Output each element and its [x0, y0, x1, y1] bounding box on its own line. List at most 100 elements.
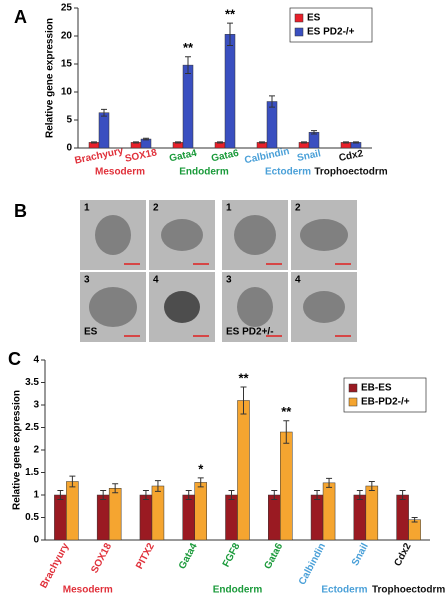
legend-swatch	[294, 27, 304, 37]
x-tick-label: Gata4	[168, 148, 198, 165]
error-bar	[343, 141, 349, 144]
error-bar	[301, 141, 307, 144]
x-tick-label: Snail	[350, 541, 371, 567]
error-bar	[314, 490, 321, 500]
x-tick-label: Gata6	[210, 148, 240, 165]
error-bar	[399, 490, 406, 500]
bar	[268, 494, 281, 541]
micrograph-label: 2	[295, 203, 301, 214]
error-bar	[368, 481, 375, 491]
error-bar	[326, 477, 333, 488]
embryoid-body	[89, 287, 137, 327]
bar	[353, 494, 367, 541]
bar	[108, 488, 122, 541]
error-bar	[57, 490, 64, 500]
bar	[266, 101, 278, 149]
x-tick-label: Brachyury	[74, 146, 125, 167]
legend: EB-ES EB-PD2-/+	[343, 377, 427, 413]
bar	[182, 64, 194, 149]
group-label: Mesoderm	[95, 167, 145, 178]
error-bar	[133, 141, 139, 144]
x-tick-label: Cdx2	[392, 541, 413, 568]
micrograph-label: 4	[295, 275, 301, 286]
micrograph-group-label: ES PD2+/-	[226, 327, 274, 338]
error-bar	[411, 517, 418, 523]
error-bar	[228, 490, 235, 500]
x-tick-label: SOX18	[124, 147, 158, 165]
error-bar	[356, 490, 363, 500]
group-label: Endoderm	[213, 585, 263, 596]
micrograph-label: 4	[153, 275, 159, 286]
error-bar	[311, 130, 317, 135]
legend-box	[289, 7, 373, 43]
error-bar	[353, 141, 359, 144]
bar	[225, 494, 238, 541]
error-bar	[227, 22, 233, 47]
error-bar	[240, 386, 247, 415]
legend: ES ES PD2-/+	[289, 7, 373, 43]
legend-label: EB-ES	[361, 383, 392, 394]
y-tick-label: 0.5	[25, 512, 39, 523]
error-bar	[185, 56, 191, 75]
bar	[151, 485, 165, 541]
y-tick-label: 0	[33, 535, 39, 546]
bar	[396, 494, 409, 541]
bar	[66, 481, 79, 541]
group-label: Mesoderm	[63, 585, 113, 596]
y-tick-label: 2	[33, 445, 39, 456]
micrograph-label: 2	[153, 203, 159, 214]
y-tick-label: 25	[61, 3, 73, 14]
bar	[54, 494, 67, 541]
bar	[98, 112, 110, 149]
legend-label: EB-PD2-/+	[361, 397, 410, 408]
bar	[322, 482, 336, 541]
bar	[237, 400, 250, 541]
error-bar	[175, 141, 181, 144]
y-tick-label: 5	[66, 115, 72, 126]
embryoid-body	[161, 219, 203, 251]
embryoid-body	[303, 291, 345, 323]
x-tick-label: PITX2	[134, 541, 157, 571]
y-tick-label: 10	[61, 87, 73, 98]
x-tick-label: Gata6	[262, 541, 285, 571]
annotation: **	[183, 40, 194, 55]
bar	[365, 485, 379, 541]
bar	[224, 34, 236, 149]
error-bar	[271, 490, 278, 500]
x-tick-label: FGF8	[221, 541, 243, 569]
group-label: Ectoderm	[321, 585, 367, 596]
embryoid-body	[300, 219, 348, 251]
error-bar	[91, 141, 97, 144]
legend-box	[343, 377, 427, 413]
x-tick-label: Calbindin	[244, 146, 291, 166]
x-tick-label: SOX18	[89, 541, 114, 575]
error-bar	[269, 95, 275, 108]
error-bar	[101, 108, 107, 117]
y-tick-label: 0	[66, 143, 72, 154]
annotation: *	[198, 461, 204, 476]
y-axis-label: Relative gene expression	[45, 18, 56, 138]
panel-label: C	[8, 349, 21, 369]
bar	[139, 494, 153, 541]
bar	[194, 482, 207, 541]
bar	[308, 132, 320, 149]
error-bar	[142, 490, 149, 500]
embryoid-body	[234, 215, 276, 255]
legend-label: ES PD2-/+	[307, 27, 355, 38]
legend-swatch	[348, 383, 358, 393]
y-tick-label: 15	[61, 59, 73, 70]
error-bar	[217, 141, 223, 144]
legend-swatch	[348, 397, 358, 407]
error-bar	[112, 483, 119, 494]
x-tick-label: Gata4	[177, 541, 200, 571]
x-tick-label: Calbindin	[297, 541, 328, 586]
x-tick-label: Cdx2	[338, 148, 365, 164]
embryoid-body	[95, 215, 131, 255]
legend-swatch	[294, 13, 304, 23]
error-bar	[259, 141, 265, 144]
y-tick-label: 1	[33, 490, 39, 501]
annotation: **	[225, 7, 236, 22]
bar	[408, 519, 421, 541]
